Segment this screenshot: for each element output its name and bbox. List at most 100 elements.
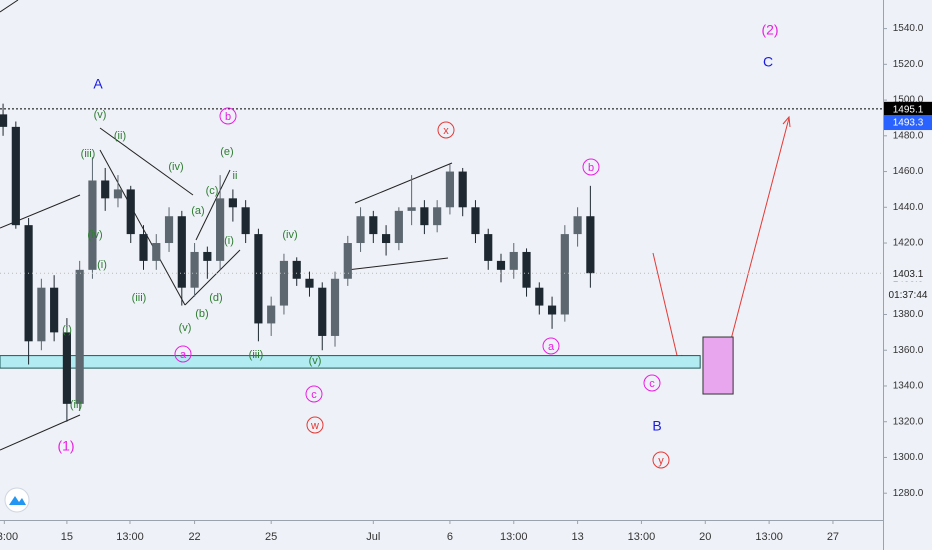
candle-body xyxy=(62,332,71,404)
wave-label: c xyxy=(311,389,317,401)
support-zone xyxy=(0,355,701,369)
candle-body xyxy=(177,216,186,288)
y-tick-label: 1420.0 xyxy=(893,238,924,249)
candle-body xyxy=(445,171,455,208)
wave-label: (v) xyxy=(179,322,192,334)
wave-circle xyxy=(437,121,455,139)
wave-label: (c) xyxy=(206,185,219,197)
candle-body xyxy=(126,189,135,235)
candle-body xyxy=(267,305,276,324)
wave-label: (ii) xyxy=(114,130,126,142)
candle-body xyxy=(279,260,289,306)
y-tick-label: 1440.0 xyxy=(893,202,924,213)
candle-body xyxy=(382,234,391,244)
candle-body xyxy=(203,251,212,261)
y-tick-label: 1300.0 xyxy=(893,452,924,463)
candle-body xyxy=(164,216,174,244)
candle-body xyxy=(24,225,33,342)
y-tick-label: 1280.0 xyxy=(893,488,924,499)
wave-label: A xyxy=(93,76,103,92)
candle-body xyxy=(458,171,467,208)
projection-arrows xyxy=(652,115,791,371)
wave-label: (iii) xyxy=(132,292,147,304)
x-tick-label: 6 xyxy=(447,531,453,543)
candle-body xyxy=(433,207,442,226)
candle-body xyxy=(254,234,263,324)
x-tick-label: 13:00 xyxy=(0,531,18,543)
wave-circle xyxy=(542,337,560,355)
wave-label: (1) xyxy=(57,438,74,454)
candle-body xyxy=(420,207,429,226)
candle-body xyxy=(50,287,59,333)
countdown: 01:37:44 xyxy=(889,290,928,301)
candle-body xyxy=(152,243,161,261)
x-tick-label: 13:00 xyxy=(755,531,783,543)
x-tick-label: 13 xyxy=(571,531,583,543)
x-tick-label: Jul xyxy=(366,531,380,543)
wave-label: C xyxy=(763,54,773,70)
wave-label: (v) xyxy=(94,109,107,121)
x-tick-label: 22 xyxy=(188,531,200,543)
candle-body xyxy=(471,207,480,235)
candle-body xyxy=(407,207,416,211)
candle-body xyxy=(586,216,595,274)
x-tick-label: 25 xyxy=(265,531,277,543)
x-tick-label: 13:00 xyxy=(500,531,528,543)
candle-body xyxy=(0,114,8,127)
candle-body xyxy=(535,287,544,306)
wave-label: (a) xyxy=(191,205,204,217)
candle-body xyxy=(139,234,148,261)
candle-body xyxy=(573,216,582,235)
wave-label: (2) xyxy=(761,22,778,38)
wave-label: (e) xyxy=(220,146,233,158)
candle-body xyxy=(88,180,97,270)
y-tick-label: 1540.0 xyxy=(893,23,924,34)
y-tick-label: 1380.0 xyxy=(893,309,924,320)
price-label-box xyxy=(884,115,932,131)
wave-label: (iv) xyxy=(168,161,183,173)
candle-body xyxy=(496,260,506,270)
wave-label: b xyxy=(588,162,594,174)
candle-body xyxy=(11,126,20,226)
x-tick-label: 20 xyxy=(699,531,711,543)
wave-label: ii xyxy=(233,170,238,182)
wave-circle xyxy=(643,374,661,392)
candle-body xyxy=(330,278,340,336)
wave-circle xyxy=(306,416,324,434)
wave-label: x xyxy=(443,125,449,137)
y-tick-label: 1360.0 xyxy=(893,345,924,356)
wave-label: (ii) xyxy=(70,399,82,411)
wave-label: a xyxy=(548,341,555,353)
wave-circle xyxy=(582,158,600,176)
wave-label: c xyxy=(649,378,655,390)
y-tick-label: 1460.0 xyxy=(893,166,924,177)
candle-body xyxy=(216,198,225,261)
logo xyxy=(4,487,30,513)
candle-body xyxy=(101,180,110,199)
wave-label: (iii) xyxy=(249,349,264,361)
x-tick-label: 13:00 xyxy=(116,531,144,543)
candle-body xyxy=(75,269,84,404)
wave-label: (i) xyxy=(224,235,234,247)
price-label: 1493.3 xyxy=(893,118,924,129)
candle-body xyxy=(318,287,327,336)
wave-circle xyxy=(305,385,323,403)
y-tick-label: 1320.0 xyxy=(893,416,924,427)
wave-label: (iv) xyxy=(87,229,102,241)
candle-body xyxy=(37,287,46,342)
candle-body xyxy=(522,251,531,288)
candle-body xyxy=(547,305,557,315)
candle-body xyxy=(560,234,569,315)
wave-label: a xyxy=(180,349,187,361)
candle-body xyxy=(394,210,403,244)
last-price-label: 1403.1 xyxy=(893,269,924,280)
candle-body xyxy=(343,243,352,279)
last-price-box xyxy=(884,266,932,282)
candle-body xyxy=(305,278,314,288)
wave-label: (i) xyxy=(62,324,72,336)
wave-label: y xyxy=(658,455,664,467)
wave-circle xyxy=(219,107,237,125)
candle-body xyxy=(509,251,518,270)
wave-label: w xyxy=(310,420,319,432)
